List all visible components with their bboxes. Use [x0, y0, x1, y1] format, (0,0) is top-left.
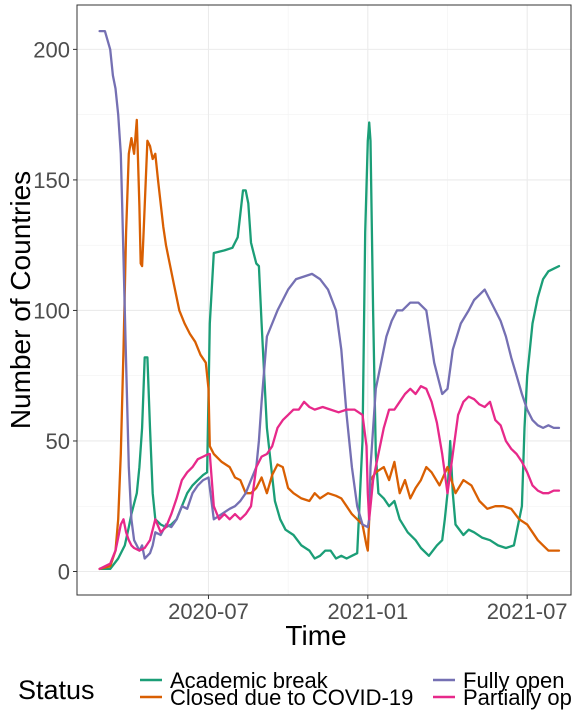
y-tick-label: 150	[33, 168, 70, 193]
y-axis-title: Number of Countries	[5, 171, 36, 429]
y-axis: 0 50 100 150 200	[33, 37, 77, 585]
series-group	[98, 29, 561, 571]
legend-label-academic-break: Academic break	[170, 668, 329, 693]
series-line-closed-due-to-covid-19	[98, 118, 561, 571]
x-axis-title: Time	[285, 620, 346, 651]
legend-item-partially-open: Partially op	[433, 685, 572, 710]
y-tick-label: 0	[58, 560, 70, 585]
x-axis: 2020-07 2021-01 2021-07	[168, 595, 568, 624]
legend-item-fully-open: Fully open	[433, 668, 565, 693]
legend-label-closed: Closed due to COVID-19	[170, 685, 413, 710]
plot-panel-border	[76, 4, 572, 596]
y-tick-label: 50	[46, 429, 70, 454]
x-tick-label: 2021-01	[327, 599, 408, 624]
x-tick-label: 2021-07	[487, 599, 568, 624]
y-tick-label: 200	[33, 37, 70, 62]
y-tick-label: 100	[33, 298, 70, 323]
series-line-fully-open	[98, 29, 561, 560]
x-tick-label: 2020-07	[168, 599, 249, 624]
legend-item-closed: Closed due to COVID-19	[140, 685, 413, 710]
legend-label-partially-open: Partially op	[463, 685, 572, 710]
series-line-partially-op	[98, 385, 561, 571]
legend: Status Academic break Closed due to COVI…	[18, 668, 572, 710]
legend-item-academic-break: Academic break	[140, 668, 329, 693]
legend-label-fully-open: Fully open	[463, 668, 565, 693]
grid	[77, 5, 571, 595]
legend-title: Status	[18, 675, 95, 705]
